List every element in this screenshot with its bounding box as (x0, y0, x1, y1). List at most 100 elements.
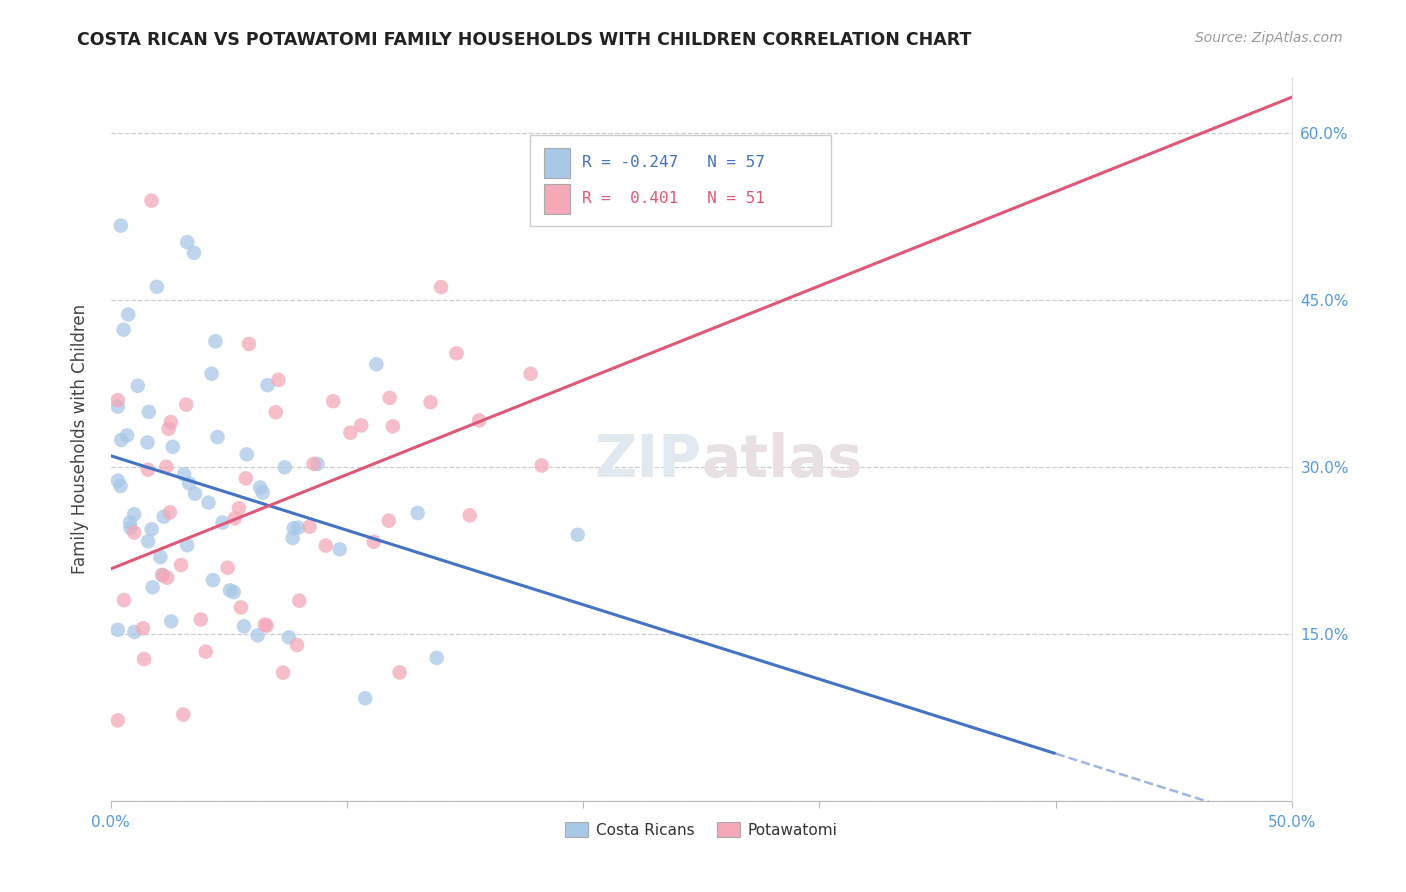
Point (363, 534, 385, 549)
Point (120, 521, 142, 535)
Point (339, 425, 361, 440)
Text: R =  0.401   N = 51: R = 0.401 N = 51 (582, 192, 765, 206)
Point (256, 618, 278, 632)
Point (228, 501, 250, 516)
Point (159, 505, 181, 519)
Point (329, 542, 352, 557)
Point (419, 395, 441, 409)
Text: atlas: atlas (702, 433, 863, 490)
Point (224, 511, 246, 525)
Point (283, 521, 305, 535)
Point (519, 367, 541, 381)
Point (430, 280, 453, 294)
Point (388, 665, 411, 680)
Point (665, 202, 688, 217)
Point (115, 428, 138, 442)
FancyBboxPatch shape (544, 147, 571, 178)
Point (281, 531, 304, 545)
Point (179, 476, 201, 491)
Point (201, 573, 224, 587)
Point (273, 460, 295, 475)
Point (354, 691, 377, 706)
FancyBboxPatch shape (530, 136, 831, 226)
Point (132, 652, 155, 666)
Point (127, 378, 149, 392)
Text: Source: ZipAtlas.com: Source: ZipAtlas.com (1195, 31, 1343, 45)
Point (173, 467, 195, 482)
Point (249, 480, 271, 494)
Point (366, 357, 388, 371)
Point (141, 194, 163, 208)
Point (149, 549, 172, 564)
Point (267, 373, 290, 387)
Point (107, 623, 129, 637)
Point (200, 367, 222, 381)
Point (219, 583, 242, 598)
Point (160, 415, 183, 429)
Point (141, 522, 163, 536)
Y-axis label: Family Households with Children: Family Households with Children (72, 304, 89, 574)
Point (110, 219, 132, 233)
Point (381, 419, 404, 434)
Point (107, 393, 129, 408)
Point (117, 308, 139, 322)
Point (211, 516, 233, 530)
Point (222, 585, 245, 599)
Point (406, 506, 429, 520)
Point (246, 628, 269, 642)
Point (252, 485, 274, 500)
Point (271, 665, 294, 680)
Point (170, 558, 193, 572)
Point (107, 714, 129, 728)
Point (197, 495, 219, 509)
Point (190, 612, 212, 626)
Point (233, 619, 256, 633)
Point (172, 707, 194, 722)
Point (277, 630, 299, 644)
Point (112, 323, 135, 337)
Point (468, 413, 491, 427)
Point (204, 334, 226, 349)
Point (315, 539, 337, 553)
Point (235, 471, 257, 485)
Legend: Costa Ricans, Potawatomi: Costa Ricans, Potawatomi (560, 815, 844, 844)
Point (307, 457, 329, 471)
Point (426, 650, 449, 665)
Point (184, 487, 207, 501)
FancyBboxPatch shape (544, 184, 571, 214)
Point (122, 525, 145, 540)
Point (112, 593, 135, 607)
Point (124, 624, 146, 639)
Point (256, 378, 278, 392)
Point (446, 346, 468, 360)
Point (152, 509, 174, 524)
Point (264, 405, 287, 419)
Point (110, 433, 132, 447)
Point (157, 422, 180, 436)
Point (146, 280, 169, 294)
Point (207, 430, 229, 444)
Point (236, 447, 259, 461)
Point (458, 508, 481, 523)
Point (162, 440, 184, 454)
Point (229, 600, 252, 615)
Point (142, 580, 165, 594)
Point (302, 457, 325, 471)
Point (122, 507, 145, 521)
Point (152, 568, 174, 582)
Point (138, 405, 160, 419)
Point (160, 615, 183, 629)
Point (136, 463, 159, 477)
Point (183, 245, 205, 260)
Point (174, 398, 197, 412)
Point (285, 638, 308, 652)
Point (253, 617, 276, 632)
Point (110, 479, 132, 493)
Point (287, 521, 309, 535)
Point (378, 391, 401, 405)
Point (350, 418, 373, 433)
Text: ZIP: ZIP (595, 433, 702, 490)
Point (530, 458, 553, 473)
Point (567, 527, 589, 541)
Text: R = -0.247   N = 57: R = -0.247 N = 57 (582, 155, 765, 170)
